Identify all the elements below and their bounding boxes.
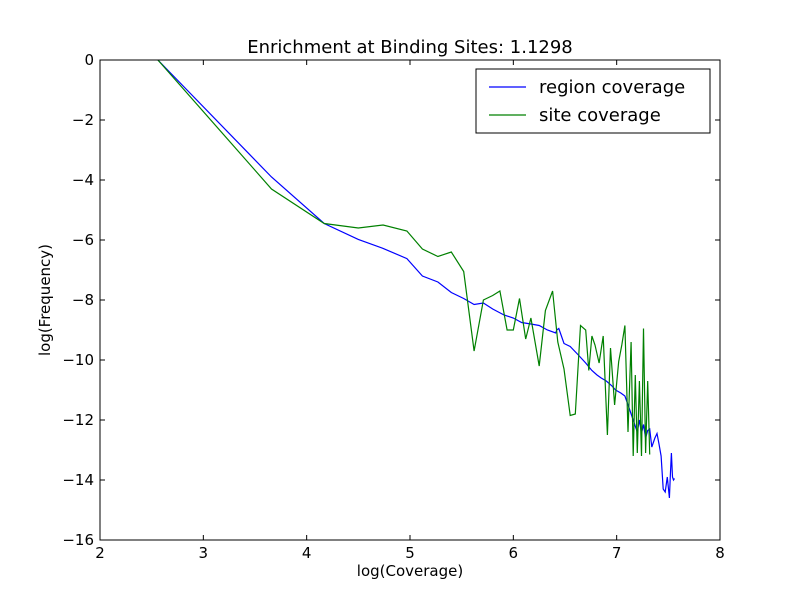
y-axis-ticks: 0 −2 −4 −6 −8 −10 −12 −14 −16 <box>62 51 720 549</box>
x-tick-label: 7 <box>612 544 622 562</box>
x-tick-label: 8 <box>715 544 725 562</box>
y-tick-label: −8 <box>72 291 94 309</box>
y-tick-label: −4 <box>72 171 94 189</box>
legend-label-region-coverage: region coverage <box>539 77 685 98</box>
y-tick-label: −14 <box>62 471 94 489</box>
x-tick-label: 2 <box>95 544 105 562</box>
y-tick-label: −12 <box>62 411 94 429</box>
y-tick-label: −10 <box>62 351 94 369</box>
x-axis-label: log(Coverage) <box>357 562 463 580</box>
x-axis-ticks: 2 3 4 5 6 7 8 <box>95 60 725 562</box>
series-line-site-coverage <box>157 59 651 457</box>
x-tick-label: 6 <box>509 544 519 562</box>
x-tick-label: 3 <box>199 544 209 562</box>
y-tick-label: −6 <box>72 231 94 249</box>
chart-title: Enrichment at Binding Sites: 1.1298 <box>247 37 573 58</box>
legend: region coverage site coverage <box>475 68 711 134</box>
x-tick-label: 5 <box>405 544 415 562</box>
plot-lines <box>157 59 675 499</box>
x-tick-label: 4 <box>302 544 312 562</box>
y-axis-label: log(Frequency) <box>36 244 54 356</box>
legend-box <box>475 68 711 134</box>
y-tick-label: 0 <box>84 51 94 69</box>
y-tick-label: −16 <box>62 531 94 549</box>
y-tick-label: −2 <box>72 111 94 129</box>
legend-label-site-coverage: site coverage <box>539 105 661 126</box>
